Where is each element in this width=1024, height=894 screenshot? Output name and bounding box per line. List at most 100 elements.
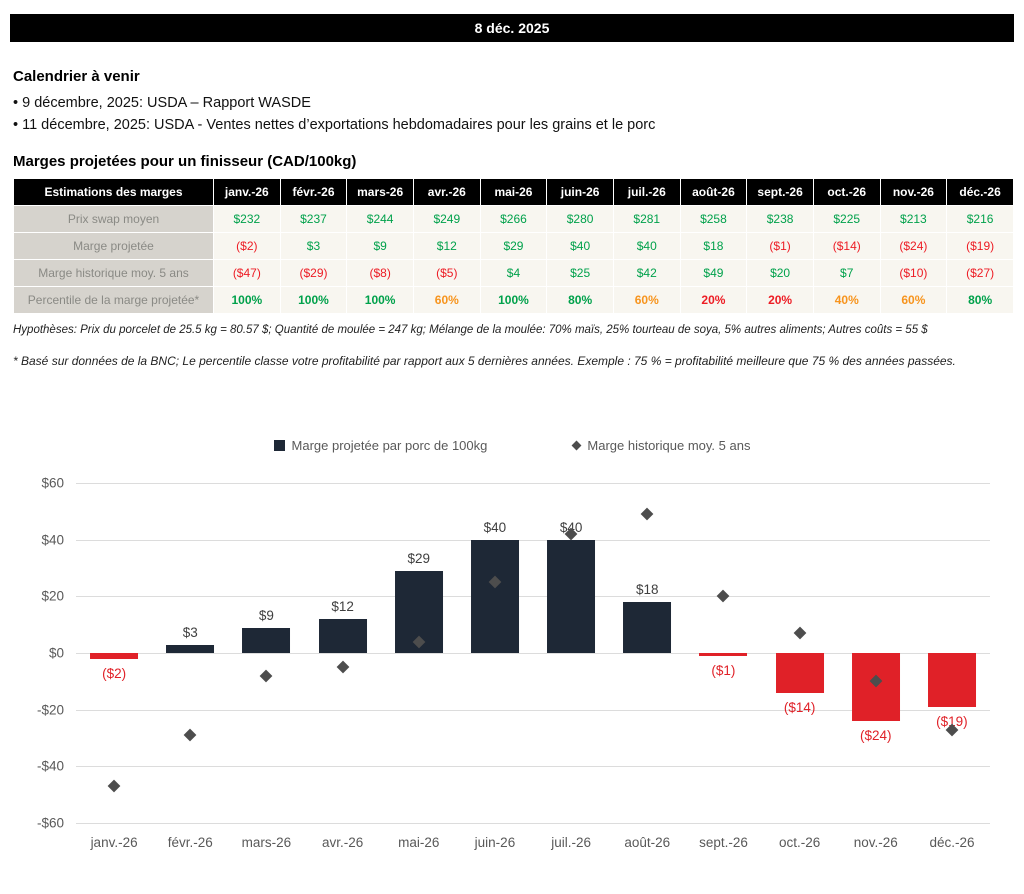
bar-value-label: ($1)	[711, 662, 736, 678]
table-cell: $40	[612, 232, 681, 260]
table-header-month: janv.-26	[213, 178, 281, 206]
bar-value-label: $18	[635, 582, 659, 597]
percentile-footnote: * Basé sur données de la BNC; Le percent…	[13, 354, 956, 368]
table-cell: $280	[546, 205, 614, 233]
y-axis-label: -$60	[36, 815, 64, 831]
chart-column: ($24)	[838, 483, 914, 823]
table-cell: 100%	[479, 286, 548, 314]
table-cell: $25	[546, 259, 614, 287]
row-label: Percentile de la marge projetée*	[13, 286, 214, 314]
y-axis-label: $60	[41, 475, 64, 491]
table-cell: 100%	[279, 286, 348, 314]
chart-column: ($2)	[76, 483, 152, 823]
x-axis-label: avr.-26	[321, 835, 364, 850]
gridline	[76, 596, 990, 598]
table-header-label: Estimations des marges	[13, 178, 214, 206]
chart-column: ($14)	[762, 483, 838, 823]
table-cell: ($8)	[346, 259, 414, 287]
chart-column: $18	[609, 483, 685, 823]
margin-chart: Marge projetée par porc de 100kg Marge hi…	[10, 438, 1014, 850]
y-axis-label: $40	[41, 532, 64, 548]
projected-margin-bar-positive	[547, 539, 596, 653]
row-label: Marge historique moy. 5 ans	[13, 259, 214, 287]
table-cell: $18	[679, 232, 748, 260]
table-row: Prix swap moyen $232 $237 $244 $249 $266 $280 $…	[13, 205, 1014, 233]
table-cell: ($2)	[213, 232, 281, 260]
table-cell: 100%	[346, 286, 414, 314]
historic-margin-marker	[640, 507, 654, 521]
gridline	[76, 653, 990, 654]
projected-margin-bar-positive	[166, 644, 215, 653]
gridline	[76, 539, 990, 541]
table-cell: 60%	[612, 286, 681, 314]
chart-column: $12	[305, 483, 381, 823]
chart-legend: Marge projetée par porc de 100kg Marge hi…	[10, 438, 1014, 453]
table-cell: $232	[213, 205, 281, 233]
table-cell: 20%	[746, 286, 814, 314]
y-axis-label: $0	[48, 645, 64, 661]
table-cell: $29	[479, 232, 548, 260]
table-cell: $281	[612, 205, 681, 233]
chart-x-axis: janv.-26 févr.-26 mars-26 avr.-26 mai-26 juin…	[76, 835, 990, 850]
table-header-month: nov.-26	[879, 178, 948, 206]
chart-column: $3	[152, 483, 228, 823]
table-cell: ($1)	[746, 232, 814, 260]
table-cell: $238	[746, 205, 814, 233]
table-cell: $7	[812, 259, 881, 287]
table-header-month: mai-26	[479, 178, 548, 206]
gridline	[76, 766, 990, 768]
projected-margin-bar-positive	[470, 539, 519, 653]
table-cell: 20%	[679, 286, 748, 314]
chart-column: $40	[533, 483, 609, 823]
projected-margin-bar-positive	[318, 619, 367, 653]
table-cell: ($14)	[812, 232, 881, 260]
row-label: Marge projetée	[13, 232, 214, 260]
projected-margin-bar-negative	[927, 653, 976, 707]
table-cell: $20	[746, 259, 814, 287]
historic-margin-marker	[793, 626, 806, 640]
chart-plot-area: $60 $40 $20 $0 -$20 -$40 -$60 ($2) $3 $9 $12 $29 $40…	[37, 476, 990, 831]
historic-margin-marker	[183, 728, 197, 742]
calendar-title: Calendrier à venir	[13, 68, 140, 85]
x-axis-label: févr.-26	[167, 835, 213, 850]
date-banner: 8 déc. 2025	[10, 14, 1014, 42]
y-axis-label: $20	[41, 588, 64, 604]
bar-value-label: ($24)	[859, 728, 892, 743]
chart-column: ($19)	[914, 483, 990, 823]
table-cell: $40	[546, 232, 614, 260]
legend-label: Marge historique moy. 5 ans	[587, 438, 751, 453]
x-axis-label: sept.-26	[699, 835, 748, 850]
table-cell: 80%	[546, 286, 614, 314]
table-cell: 60%	[412, 286, 481, 314]
chart-column: $40	[457, 483, 533, 823]
table-cell: 80%	[946, 286, 1014, 314]
table-cell: $3	[279, 232, 348, 260]
table-header-row: Estimations des marges janv.-26 févr.-26 ma…	[13, 178, 1014, 206]
table-cell: 60%	[879, 286, 948, 314]
table-cell: $249	[412, 205, 481, 233]
table-cell: $9	[346, 232, 414, 260]
table-cell: $49	[679, 259, 748, 287]
margins-section: Marges projetées pour un finisseur (CAD/…	[10, 153, 1014, 368]
table-cell: $244	[346, 205, 414, 233]
table-cell: $213	[879, 205, 948, 233]
bar-value-label: $9	[258, 607, 274, 623]
table-header-month: juil.-26	[612, 178, 681, 206]
legend-label: Marge projetée par porc de 100kg	[291, 438, 488, 453]
table-cell: ($47)	[213, 259, 281, 287]
calendar-section: Calendrier à venir • 9 décembre, 2025: U…	[10, 68, 1014, 136]
report-page: 8 déc. 2025 Calendrier à venir • 9 décem…	[10, 14, 1014, 850]
bar-value-label: $3	[182, 624, 198, 640]
table-cell: $4	[479, 259, 548, 287]
bar-value-label: $12	[331, 599, 354, 614]
margins-title: Marges projetées pour un finisseur (CAD/…	[13, 153, 357, 170]
bar-value-label: ($14)	[783, 699, 816, 715]
calendar-item: • 9 décembre, 2025: USDA – Rapport WASDE	[13, 95, 311, 111]
projected-margin-bar-positive	[623, 602, 672, 653]
table-cell: 100%	[213, 286, 281, 314]
y-axis-label: -$40	[36, 758, 64, 774]
table-cell: $258	[679, 205, 748, 233]
table-cell: ($27)	[946, 259, 1014, 287]
table-cell: ($24)	[879, 232, 948, 260]
gridline	[76, 709, 990, 711]
